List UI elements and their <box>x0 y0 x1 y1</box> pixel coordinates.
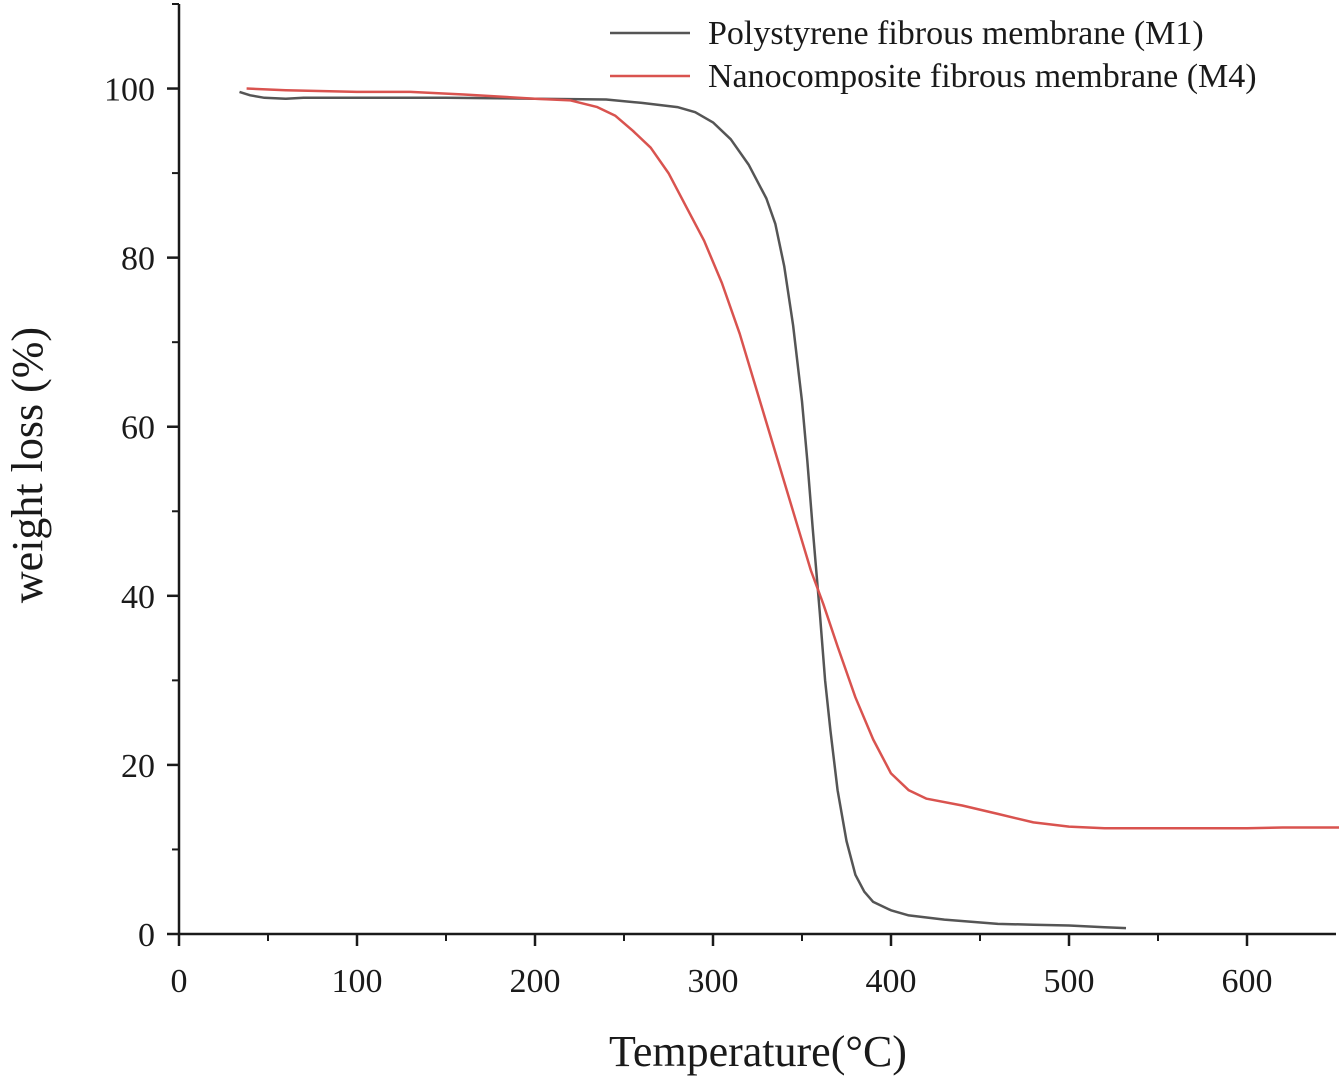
x-tick-label-600: 600 <box>1222 963 1273 1000</box>
x-tick-label-500: 500 <box>1044 963 1095 1000</box>
y-tick-label-100: 100 <box>104 72 155 109</box>
x-tick-label-100: 100 <box>332 963 383 1000</box>
series-line-m4 <box>246 87 1339 830</box>
y-axis-title: weight loss (%) <box>3 327 52 603</box>
y-tick-label-60: 60 <box>121 410 155 447</box>
x-tick-label-200: 200 <box>510 963 561 1000</box>
x-axis-title: Temperature(°C) <box>609 1027 907 1076</box>
y-tick-label-40: 40 <box>121 579 155 616</box>
x-tick-label-400: 400 <box>866 963 917 1000</box>
legend-label-m4: Nanocomposite fibrous membrane (M4) <box>708 58 1257 95</box>
series-layer <box>239 87 1339 930</box>
x-ticks: 0 100 200 300 400 500 600 <box>171 934 1273 1000</box>
x-tick-label-300: 300 <box>688 963 739 1000</box>
y-tick-label-20: 20 <box>121 748 155 785</box>
axes <box>177 4 1336 936</box>
y-ticks: 0 20 40 60 80 100 <box>104 3 179 954</box>
legend: Polystyrene fibrous membrane (M1) Nanoco… <box>610 15 1257 95</box>
legend-label-m1: Polystyrene fibrous membrane (M1) <box>708 15 1204 52</box>
y-tick-label-80: 80 <box>121 241 155 278</box>
x-tick-label-0: 0 <box>171 963 188 1000</box>
series-line-m1 <box>239 90 1127 930</box>
y-tick-label-0: 0 <box>138 917 155 954</box>
